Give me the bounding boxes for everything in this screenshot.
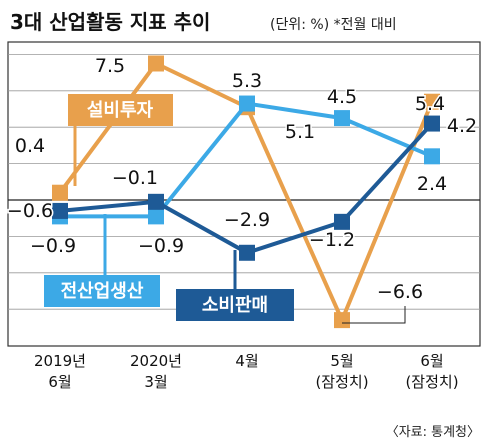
data-point xyxy=(148,55,164,72)
data-label: −6.6 xyxy=(377,281,423,303)
legend-box xyxy=(44,275,160,307)
chart-source: 〈자료: 통계청〉 xyxy=(386,425,480,440)
data-point xyxy=(148,193,164,210)
x-tick-label: 2019년 xyxy=(34,352,86,370)
data-label: 0.4 xyxy=(15,135,45,157)
x-tick-label: (잠정치) xyxy=(405,373,458,391)
data-point xyxy=(424,148,440,165)
data-label: −0.1 xyxy=(112,167,158,189)
x-tick-label: (잠정치) xyxy=(315,373,368,391)
data-label: −0.9 xyxy=(30,235,76,257)
x-tick-label: 6월 xyxy=(420,352,443,370)
data-label: 7.5 xyxy=(95,55,125,77)
data-label: 2.4 xyxy=(417,173,447,195)
leader-line xyxy=(342,306,406,324)
data-label: 5.4 xyxy=(415,93,445,115)
chart-title: 3대 산업활동 지표 추이 xyxy=(10,10,210,34)
data-label: −0.9 xyxy=(138,235,184,257)
x-tick-label: 5월 xyxy=(330,352,353,370)
data-label: −1.2 xyxy=(309,229,355,251)
data-point xyxy=(52,202,68,219)
legend-box xyxy=(176,289,294,321)
data-point xyxy=(334,213,350,230)
data-label: 4.2 xyxy=(447,115,477,137)
data-point xyxy=(424,93,440,110)
data-label: −2.9 xyxy=(224,209,270,231)
data-point xyxy=(52,184,68,201)
data-point xyxy=(239,244,255,261)
legend-label: 소비판매 xyxy=(202,295,268,316)
legend-label: 설비투자 xyxy=(87,100,154,121)
data-point xyxy=(334,110,350,127)
data-label: −0.6 xyxy=(7,200,53,222)
legend-box xyxy=(68,94,173,126)
x-tick-label: 3월 xyxy=(144,373,167,391)
data-label: 5.1 xyxy=(285,121,315,143)
data-point xyxy=(334,312,350,329)
data-label: 4.5 xyxy=(327,86,357,108)
x-tick-label: 2020년 xyxy=(130,352,182,370)
data-point xyxy=(424,115,440,132)
chart-subtitle: (단위: %) *전월 대비 xyxy=(270,17,397,33)
plot-frame xyxy=(7,41,481,347)
data-point xyxy=(148,208,164,225)
legend-label: 전산업생산 xyxy=(61,281,144,302)
x-tick-label: 4월 xyxy=(235,352,258,370)
x-tick-label: 6월 xyxy=(48,373,71,391)
data-label: 5.3 xyxy=(232,70,262,92)
data-point xyxy=(239,95,255,112)
